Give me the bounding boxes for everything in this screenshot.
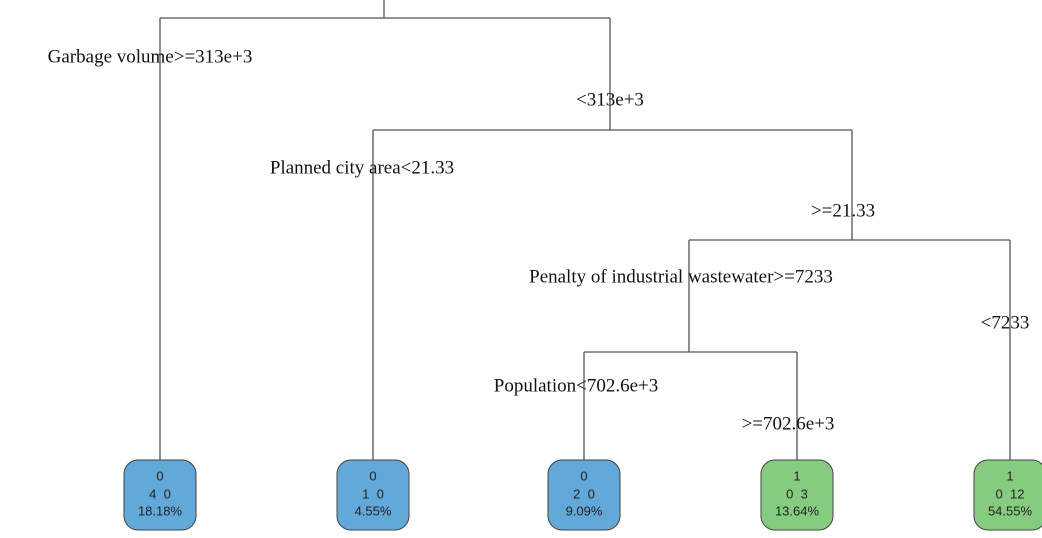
leaf-percent: 4.55% — [355, 503, 392, 518]
edge — [159, 0, 611, 460]
split-label: Garbage volume>=313e+3 — [48, 46, 253, 67]
edge — [583, 351, 798, 460]
leaf-percent: 9.09% — [566, 503, 603, 518]
split-label: Population<702.6e+3 — [494, 375, 658, 396]
leaf-counts: 4 0 — [149, 486, 171, 501]
leaves: 0 4 0 18.18% 0 1 0 4.55% 0 2 0 9.09% 1 0 3 13.64% 1 0… — [123, 459, 1042, 531]
leaf-node — [336, 459, 410, 531]
leaf-class: 1 — [1006, 468, 1013, 483]
split-label: >=21.33 — [811, 200, 875, 221]
leaf-percent: 54.55% — [988, 503, 1033, 518]
split-label: >=702.6e+3 — [742, 413, 835, 434]
leaf-node — [760, 459, 834, 531]
split-label: Penalty of industrial wastewater>=7233 — [529, 266, 833, 287]
leaf-class: 0 — [369, 468, 376, 483]
split-label: <313e+3 — [576, 89, 644, 110]
split-label: Planned city area<21.33 — [270, 157, 454, 178]
leaf-counts: 0 3 — [786, 486, 808, 501]
leaf-counts: 2 0 — [573, 486, 595, 501]
edge — [688, 239, 1011, 460]
edges — [159, 0, 1011, 460]
leaf-node — [973, 459, 1042, 531]
leaf-percent: 13.64% — [775, 503, 820, 518]
leaf-node — [123, 459, 197, 531]
edge — [372, 129, 853, 460]
leaf-counts: 1 0 — [362, 486, 384, 501]
leaf-class: 1 — [793, 468, 800, 483]
leaf-class: 0 — [580, 468, 587, 483]
leaf-class: 0 — [156, 468, 163, 483]
leaf-counts: 0 12 — [996, 486, 1025, 501]
leaf-percent: 18.18% — [138, 503, 183, 518]
leaf-node — [547, 459, 621, 531]
split-label: <7233 — [981, 312, 1030, 333]
